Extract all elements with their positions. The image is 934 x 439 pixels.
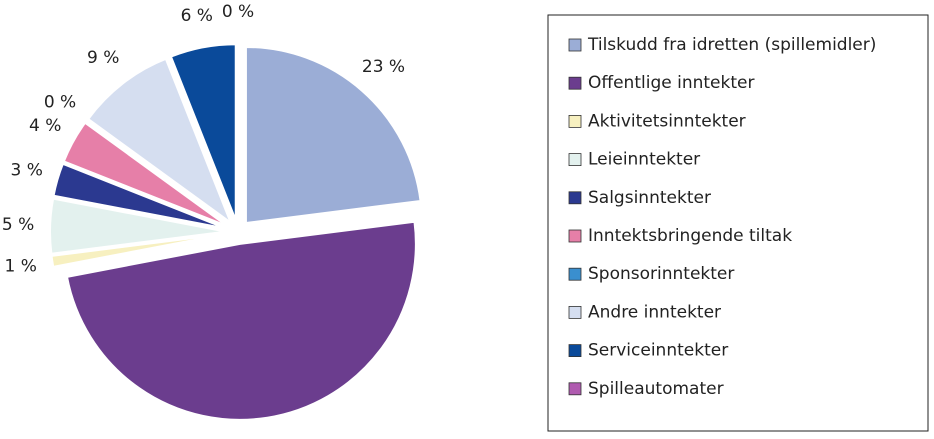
pie-slice [52,162,227,230]
legend-box [547,14,929,432]
slice-label: 1 % [5,256,37,276]
legend-label: Salgsinntekter [588,188,711,208]
legend-label: Serviceinntekter [588,341,728,361]
legend-swatch [568,38,582,52]
legend-label: Leieinntekter [588,150,700,170]
pie-slice [244,45,422,225]
slice-label: 3 % [11,161,43,181]
slice-label: 0 % [222,2,254,22]
legend-swatch [568,382,582,396]
slice-label: 6 % [181,6,213,26]
legend-swatch [568,267,582,281]
legend-swatch [568,229,582,243]
legend-swatch [568,153,582,167]
pie-slice [62,121,229,228]
legend-swatch [568,76,582,90]
pie-slice [86,57,233,226]
pie-slice [65,220,417,421]
legend-label: Spilleautomater [588,379,724,399]
legend-swatch [568,115,582,128]
slice-label: 5 % [2,215,34,235]
legend-label: Sponsorinntekter [588,264,734,284]
legend-swatch [568,344,582,358]
legend-label: Aktivitetsinntekter [588,111,746,131]
legend-label: Andre inntekter [588,302,721,322]
slice-label: 0 % [44,93,76,113]
pie-slice [49,197,227,255]
slice-label: 9 % [87,48,119,68]
legend-swatch [568,191,582,205]
pie-slice [50,232,227,269]
legend-swatch [568,305,582,319]
legend-label: Inntektsbringende tiltak [588,226,792,246]
pie-slice [169,43,237,221]
legend-label: Offentlige inntekter [588,73,754,93]
legend-label: Tilskudd fra idretten (spillemidler) [587,35,876,55]
slice-label: 23 % [362,57,405,77]
slice-label: 4 % [29,116,61,136]
